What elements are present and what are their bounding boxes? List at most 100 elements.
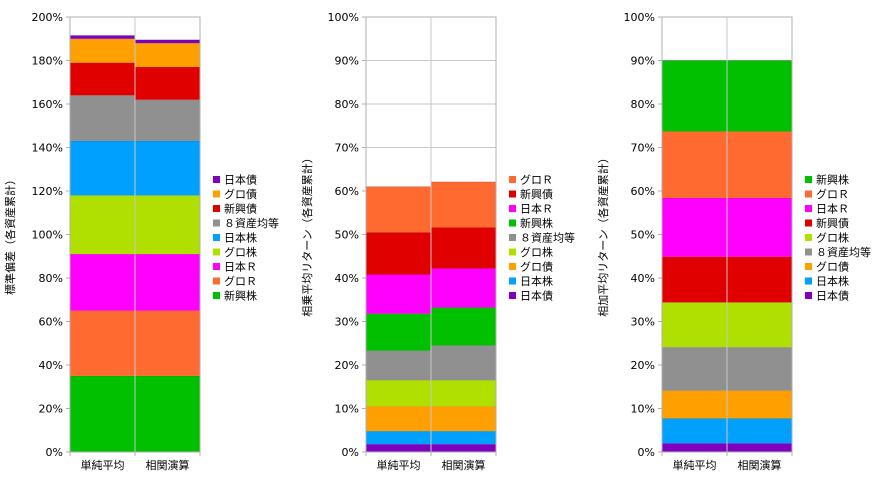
bar-segment-3-1 [662, 390, 727, 419]
bar-segment-3-1 [70, 254, 135, 311]
bar-segment-5-2 [135, 140, 200, 196]
bar-segment-6-2 [135, 99, 200, 141]
bar-segment-1-2 [727, 443, 792, 452]
bar-segment-5-2 [431, 345, 496, 381]
y-tick-label: 60% [631, 185, 655, 198]
legend-label: 日本株 [520, 274, 553, 288]
bar-segment-4-2 [135, 195, 200, 255]
x-tick-label: 相関演算 [146, 458, 190, 472]
y-tick-label: 100% [624, 11, 655, 24]
plot-border [661, 16, 793, 453]
legend-label: グロ株 [520, 245, 553, 259]
legend-swatch [805, 234, 812, 241]
plot-border [69, 16, 201, 453]
y-tick-label: 80% [39, 272, 63, 285]
legend-swatch [805, 205, 812, 212]
chart-panel-3: 0% 10% 20% 30% 40% 50% 60% 70% 80% 90% 100% 単純平均 相関演… [596, 11, 871, 472]
bar-segment-7-1 [662, 197, 727, 257]
bar-segment-8-2 [727, 131, 792, 198]
legend-label: グロＲ [816, 187, 849, 201]
legend-swatch [213, 292, 220, 299]
legend-label: 日本Ｒ [224, 260, 257, 274]
y-axis-label: 相加平均リターン（各資産累計） [596, 152, 610, 316]
bar-segment-3-2 [727, 390, 792, 419]
legend-label: 新興債 [520, 187, 553, 201]
legend-label: 日本債 [224, 173, 257, 187]
legend-swatch [509, 263, 516, 270]
legend-swatch [213, 190, 220, 198]
legend-swatch [213, 205, 220, 212]
y-tick-label: 40% [631, 272, 655, 285]
y-tick-label: 90% [631, 55, 655, 68]
legend-swatch [509, 205, 516, 212]
legend-label: グロ債 [520, 260, 553, 274]
y-tick-label: 10% [335, 403, 359, 416]
bar-segment-2-2 [431, 431, 496, 445]
legend-label: 日本債 [520, 289, 553, 303]
legend-label: 新興株 [816, 173, 849, 187]
bar-segment-6-1 [366, 313, 431, 351]
y-tick-label: 0% [342, 446, 359, 459]
y-tick-label: 40% [39, 359, 63, 372]
x-tick-label: 単純平均 [377, 458, 421, 472]
legend-swatch [509, 277, 516, 285]
y-tick-label: 80% [631, 98, 655, 111]
y-tick-label: 60% [335, 185, 359, 198]
legend-label: グロＲ [520, 173, 553, 187]
y-tick-label: 50% [631, 229, 655, 242]
legend-label: グロ債 [224, 187, 257, 201]
bar-segment-9-2 [727, 60, 792, 132]
bar-segment-9-2 [431, 181, 496, 228]
chart-panel-2: 0% 10% 20% 30% 40% 50% 60% 70% 80% 90% 100% 単純平均 相関演… [300, 11, 575, 472]
bar-segment-5-2 [727, 302, 792, 348]
legend-label: ８資産均等 [816, 245, 871, 259]
bar-segment-3-1 [366, 406, 431, 432]
bar-segment-7-2 [727, 197, 792, 257]
y-tick-label: 20% [631, 359, 655, 372]
bar-segment-2-1 [366, 431, 431, 445]
legend-swatch [509, 248, 516, 256]
legend-swatch [213, 263, 220, 270]
legend-label: 日本Ｒ [816, 202, 849, 216]
y-axis-label: 標準偏差（各資産累計） [3, 174, 17, 295]
legend-swatch [805, 176, 812, 183]
bar-segment-4-1 [662, 347, 727, 391]
bar-segment-1-1 [366, 444, 431, 452]
legend-swatch [805, 190, 812, 198]
legend-label: ８資産均等 [224, 216, 279, 230]
legend-swatch [805, 263, 812, 270]
bar-segment-8-2 [135, 43, 200, 68]
y-tick-label: 80% [335, 98, 359, 111]
bar-segment-8-1 [366, 232, 431, 275]
plot-border [365, 16, 497, 453]
bar-segment-5-1 [70, 140, 135, 196]
legend-swatch [509, 176, 516, 183]
bar-segment-8-1 [70, 38, 135, 63]
bar-segment-7-1 [366, 274, 431, 314]
bar-segment-5-1 [662, 302, 727, 348]
bar-segment-4-2 [431, 380, 496, 407]
bar-segment-8-1 [662, 131, 727, 198]
bar-segment-3-2 [135, 254, 200, 311]
bar-segment-8-2 [431, 227, 496, 269]
legend-label: 新興債 [224, 202, 257, 216]
legend-swatch [213, 176, 220, 183]
legend-label: 日本債 [816, 289, 849, 303]
bar-segment-4-2 [727, 347, 792, 391]
x-tick-label: 相関演算 [738, 458, 782, 472]
bar-segment-2-1 [70, 310, 135, 376]
y-tick-label: 160% [32, 98, 63, 111]
legend-label: グロ債 [816, 260, 849, 274]
legend-label: 新興債 [816, 216, 849, 230]
y-tick-label: 100% [328, 11, 359, 24]
legend-label: 日本株 [224, 231, 257, 245]
chart-panel-1: 0% 20% 40% 60% 80% 100% 120% 140% 160% 180% 200% 単純… [3, 11, 279, 472]
bar-segment-5-1 [366, 350, 431, 381]
y-tick-label: 120% [32, 185, 63, 198]
y-tick-label: 40% [335, 272, 359, 285]
bar-segment-2-2 [135, 310, 200, 376]
